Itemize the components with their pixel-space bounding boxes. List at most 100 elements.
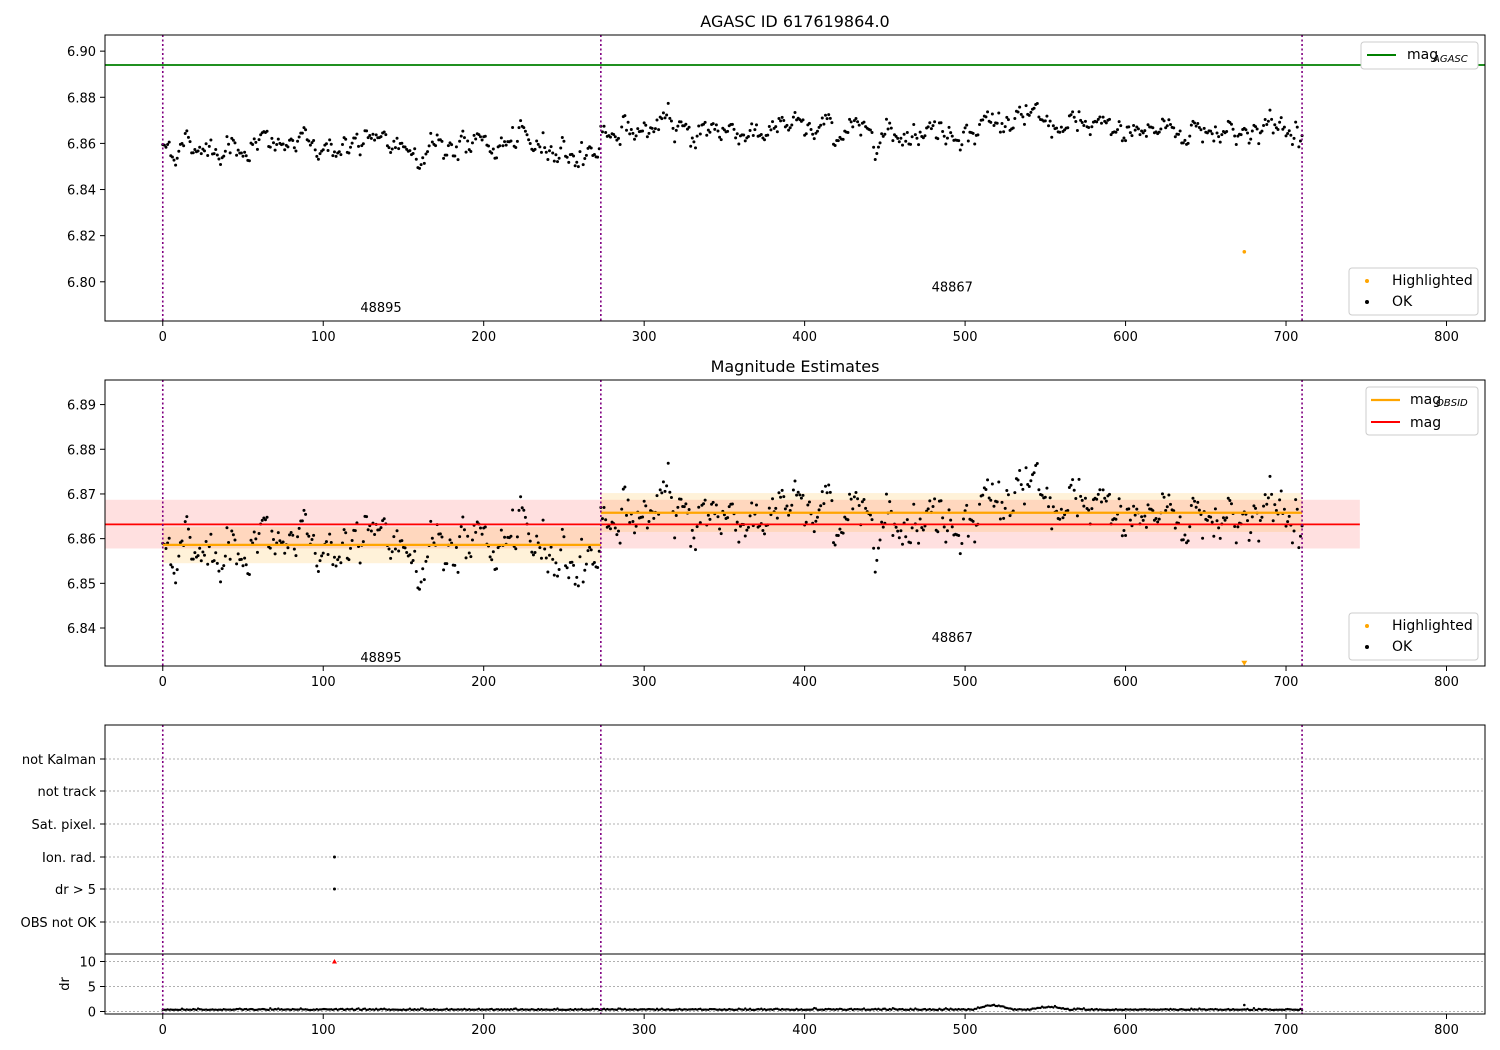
ok-point [175,156,179,160]
ok-point [647,519,651,523]
ok-point [1297,145,1301,149]
ok-point [202,553,206,557]
ok-point [382,517,386,521]
ok-point [634,524,638,528]
ok-point [1095,120,1099,124]
ok-point [576,584,580,588]
ok-point [326,553,330,557]
ok-point [523,129,527,133]
ok-point [1199,128,1203,132]
top-xtick-label: 100 [311,330,336,345]
ok-point [547,149,551,153]
top-axes-frame [104,34,1486,322]
ok-point [854,116,858,120]
ok-point [1104,121,1108,125]
ok-point [1290,541,1294,545]
ok-point [1101,115,1105,119]
ok-point [612,133,616,137]
ok-point [557,568,561,572]
top-panel-title: AGASC ID 617619864.0 [700,12,889,31]
ok-point [817,125,821,129]
ok-point [727,505,731,509]
ok-point [559,146,563,150]
ok-point [174,163,178,167]
ok-point [1101,488,1105,492]
ok-point [472,133,476,137]
ok-point [483,134,487,138]
ok-point [1146,503,1150,507]
ok-point [666,101,670,105]
ok-point [321,551,325,555]
ok-point [1072,115,1076,119]
ok-point [461,129,465,133]
middle-xtick-label: 400 [792,675,817,690]
ok-point [984,487,988,491]
ok-point [918,517,922,521]
dr-xtick-label: 200 [471,1023,496,1038]
ok-point [1213,507,1217,511]
ok-point [498,144,502,148]
ok-point [175,568,179,572]
ok-point [1247,141,1251,145]
ok-point [334,564,338,568]
ok-point [949,518,953,522]
ok-point [859,133,863,137]
ok-point [1045,114,1049,118]
ok-point [719,138,723,142]
ok-point [793,110,797,114]
ok-point [499,136,503,140]
ok-point [795,493,799,497]
ok-point [546,157,550,161]
ok-point [247,573,251,577]
ok-point [780,488,784,492]
ok-point [422,161,426,165]
ok-point [857,123,861,127]
ok-point [1022,122,1026,126]
ok-point [989,120,993,124]
ok-point [174,581,178,585]
ok-point [1050,527,1054,531]
top-ytick-label: 6.90 [67,45,96,60]
ok-point [302,126,306,130]
ok-point [286,145,290,149]
ok-point [304,512,308,516]
ok-point [628,132,632,136]
ok-point [453,154,457,158]
ok-point [941,130,945,134]
ok-point [297,526,301,530]
ok-point [1138,133,1142,137]
ok-point [936,137,940,141]
middle-xtick-label: 300 [632,675,657,690]
ok-point [933,497,937,501]
ok-point [1006,493,1010,497]
ok-point [981,493,985,497]
ok-point [414,157,418,161]
ok-point [960,542,964,546]
top-xtick-label: 0 [159,330,167,345]
ok-point [921,136,925,140]
ok-point [233,141,237,145]
ok-point [1177,132,1181,136]
ok-point [1090,125,1094,129]
ok-point [864,506,868,510]
ok-point [244,154,248,158]
ok-point [273,148,277,152]
ok-point [881,525,885,529]
ok-point [1252,504,1256,508]
obsid-label: 48895 [360,301,401,316]
ok-point [873,570,877,574]
ok-point [1183,533,1187,537]
ok-point [1098,115,1102,119]
ok-point [527,532,531,536]
ok-point [894,525,898,529]
ok-point [1061,516,1065,520]
ok-point [321,148,325,152]
ok-point [522,508,526,512]
ok-point [905,130,909,134]
ok-point [214,551,218,555]
ok-point [923,134,927,138]
ok-point [950,134,954,138]
ok-point [528,539,532,543]
dr-xtick-label: 500 [953,1023,978,1038]
ok-point [324,540,328,544]
